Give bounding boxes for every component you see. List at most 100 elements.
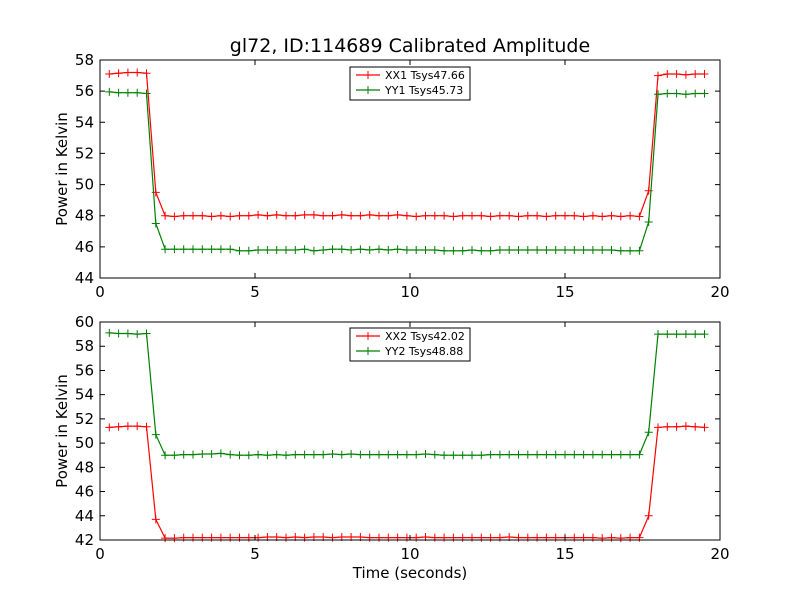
y-tick-label: 50 xyxy=(75,176,94,194)
data-point xyxy=(198,450,207,459)
data-point xyxy=(468,245,476,254)
data-point xyxy=(105,423,114,432)
data-point xyxy=(644,428,653,437)
data-point xyxy=(681,90,690,99)
data-point xyxy=(328,245,337,254)
data-point xyxy=(384,450,393,459)
data-point xyxy=(207,245,216,254)
data-point xyxy=(598,245,607,254)
data-point xyxy=(672,422,681,431)
data-point xyxy=(654,330,662,339)
y-tick-label: 46 xyxy=(75,238,94,256)
data-point xyxy=(635,450,644,459)
data-point xyxy=(263,245,272,254)
data-point xyxy=(626,246,635,255)
data-point xyxy=(170,534,179,543)
legend-label: YY1 Tsys45.73 xyxy=(384,84,463,97)
data-point xyxy=(226,245,235,254)
data-point xyxy=(449,451,458,460)
data-point xyxy=(319,211,328,220)
data-point xyxy=(282,245,290,254)
x-tick-label: 15 xyxy=(555,283,574,301)
data-point xyxy=(207,212,216,221)
data-point xyxy=(123,422,132,431)
data-point xyxy=(616,534,625,543)
data-point xyxy=(607,450,616,459)
data-point xyxy=(105,70,114,79)
data-point xyxy=(402,245,411,254)
data-point xyxy=(337,245,346,254)
data-point xyxy=(272,245,281,254)
data-point xyxy=(207,450,216,459)
data-point xyxy=(133,330,142,339)
data-point xyxy=(114,88,123,97)
data-point xyxy=(570,245,579,254)
data-point xyxy=(672,89,681,98)
data-point xyxy=(477,211,486,220)
data-point xyxy=(598,450,607,459)
data-point xyxy=(672,330,681,339)
data-point xyxy=(235,211,244,220)
data-point xyxy=(561,211,569,220)
data-point xyxy=(328,450,337,459)
series-2-2 xyxy=(105,328,709,460)
series-2-1 xyxy=(105,422,709,543)
y-tick-label: 52 xyxy=(75,144,94,162)
data-point xyxy=(133,68,142,77)
legend-marker xyxy=(364,332,372,340)
y-tick-label: 42 xyxy=(75,531,94,549)
data-point xyxy=(142,329,151,338)
data-point xyxy=(151,219,160,228)
data-point xyxy=(700,70,709,79)
y-tick-label: 56 xyxy=(75,82,94,100)
data-point xyxy=(542,245,551,254)
y-tick-label: 60 xyxy=(75,313,94,331)
data-point xyxy=(681,422,690,431)
data-point xyxy=(179,245,188,254)
data-point xyxy=(495,211,504,220)
data-point xyxy=(263,451,272,460)
data-point xyxy=(588,450,597,459)
data-point xyxy=(700,89,709,98)
data-point xyxy=(365,450,374,459)
data-point xyxy=(328,211,337,220)
data-point xyxy=(514,450,523,459)
data-point xyxy=(254,245,263,254)
data-point xyxy=(663,422,672,431)
data-point xyxy=(579,245,588,254)
data-point xyxy=(170,212,179,221)
y-tick-label: 44 xyxy=(75,269,94,287)
subplot-1: 0 5 10 15 20 44 46 48 50 52 54 56 58 Power in Kelvin X… xyxy=(53,51,730,301)
data-point xyxy=(421,450,430,459)
data-point xyxy=(263,211,272,220)
data-point xyxy=(179,450,188,459)
data-point xyxy=(161,451,170,460)
data-point xyxy=(440,211,449,220)
legend-label: YY2 Tsys48.88 xyxy=(384,345,463,358)
data-point xyxy=(337,450,346,459)
data-point xyxy=(226,212,235,221)
data-point xyxy=(523,450,532,459)
data-point xyxy=(244,246,253,255)
data-point xyxy=(607,211,616,220)
data-point xyxy=(244,211,253,220)
data-point xyxy=(123,88,132,97)
data-point xyxy=(588,245,597,254)
y-axis-label: Power in Kelvin xyxy=(53,374,71,488)
data-point xyxy=(616,450,625,459)
legend-box xyxy=(349,327,471,362)
data-point xyxy=(179,211,188,220)
data-point xyxy=(347,245,356,254)
x-tick-label: 20 xyxy=(710,545,729,563)
data-point xyxy=(598,212,607,221)
legend-marker xyxy=(364,86,372,94)
data-point xyxy=(412,450,421,459)
data-point xyxy=(681,70,690,79)
data-point xyxy=(477,451,486,460)
data-point xyxy=(654,90,662,99)
legend-label: XX1 Tsys47.66 xyxy=(385,69,465,82)
legend: XX1 Tsys47.66 YY1 Tsys45.73 xyxy=(349,66,471,101)
y-tick-label: 48 xyxy=(75,207,94,225)
